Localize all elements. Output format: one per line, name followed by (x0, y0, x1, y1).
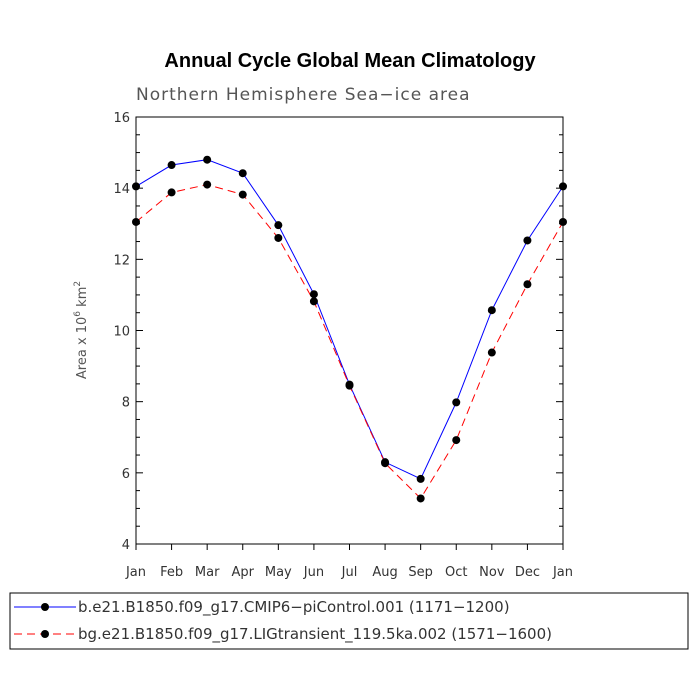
y-axis: 4 6 8 10 12 14 16 (113, 111, 563, 553)
legend-box (9, 592, 689, 650)
x-tick-label: Oct (445, 565, 467, 580)
series-2-point (167, 188, 176, 197)
plot-frame (135, 116, 564, 545)
y-tick-label: 12 (113, 253, 130, 268)
series-1-point (238, 169, 247, 178)
series-1-point (559, 182, 567, 191)
x-tick-label: May (265, 565, 292, 580)
series-2-point (523, 280, 532, 289)
y-tick-label: 10 (113, 325, 130, 340)
series-2-point (559, 217, 567, 226)
series-group (132, 155, 567, 503)
series-1-point (487, 306, 496, 315)
series-1-point (274, 221, 283, 230)
series-2-point (487, 348, 496, 357)
legend-marker-2 (41, 630, 49, 638)
x-tick-label: Jul (341, 565, 358, 580)
series-2-point (452, 436, 461, 445)
x-tick-label: Jun (303, 565, 324, 580)
series-2-point (381, 459, 390, 468)
x-tick-label: Jan (125, 565, 146, 580)
series-2-point (132, 217, 140, 226)
y-tick-label: 4 (122, 538, 130, 553)
series-1-point (523, 236, 532, 245)
series-1-point (203, 155, 212, 164)
series-1-point (167, 161, 176, 170)
x-tick-label: Apr (232, 565, 255, 580)
series-1-point (416, 474, 425, 483)
series-2-point (274, 233, 283, 242)
y-tick-label: 8 (122, 396, 130, 411)
y-tick-label: 16 (113, 111, 130, 126)
series-line-2 (135, 184, 564, 500)
x-tick-label: Mar (195, 565, 220, 580)
y-tick-label: 14 (113, 182, 130, 197)
legend-label-2: bg.e21.B1850.f09_g17.LIGtransient_119.5k… (78, 625, 552, 644)
series-1-point (452, 398, 461, 407)
series-1-point (132, 182, 140, 191)
legend-marker-1 (41, 603, 49, 611)
series-line-1 (135, 159, 564, 480)
x-tick-label: Aug (372, 565, 397, 580)
y-tick-label: 6 (122, 467, 130, 482)
series-2-point (416, 494, 425, 503)
x-tick-label: Dec (515, 565, 540, 580)
x-tick-label: Jan (552, 565, 573, 580)
series-2-point (345, 381, 354, 390)
x-tick-label: Feb (160, 565, 183, 580)
series-1-point (309, 290, 318, 299)
x-tick-label: Sep (408, 565, 433, 580)
series-2-point (238, 190, 247, 199)
legend: b.e21.B1850.f09_g17.CMIP6−piControl.001 … (9, 592, 689, 650)
chart-subtitle: Northern Hemisphere Sea−ice area (136, 85, 471, 105)
legend-label-1: b.e21.B1850.f09_g17.CMIP6−piControl.001 … (78, 598, 510, 617)
series-2-point (203, 180, 212, 189)
x-axis: Jan Feb Mar Apr May Jun Jul Aug Sep Oct Nov Dec Jan (125, 544, 573, 580)
y-axis-label: Area x 106 km2 (73, 281, 90, 379)
series-2-point (309, 297, 318, 306)
chart-title: Annual Cycle Global Mean Climatology (164, 50, 536, 72)
x-tick-label: Nov (479, 565, 505, 580)
